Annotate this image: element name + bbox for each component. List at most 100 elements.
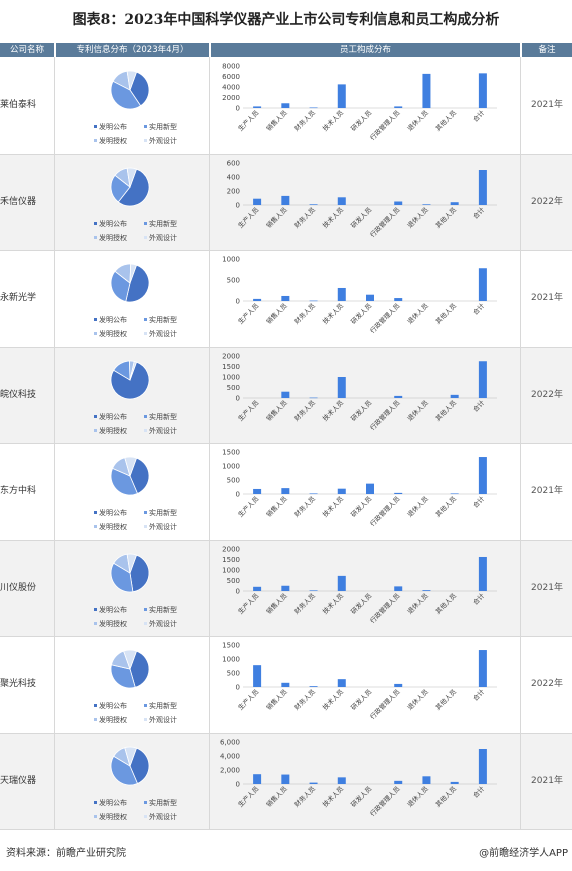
legend-label: 发明公布 (99, 219, 127, 228)
table-row: 聚光科技 发明公布 实用新型 发明授权 外观设计 1500 1000 500 0 生产人员 销售人员… (0, 637, 572, 732)
x-tick-label: 销售人员 (264, 494, 289, 519)
row-note: 2021年 (531, 582, 563, 593)
x-tick-label: 研发人员 (349, 397, 374, 422)
legend-label: 外观设计 (149, 426, 177, 435)
bar (478, 748, 487, 784)
bar (422, 73, 431, 109)
company-name: 聚光科技 (0, 679, 37, 689)
x-tick-label: 退休人员 (405, 397, 430, 422)
legend-swatch (94, 800, 97, 804)
pie-slice-4 (124, 456, 138, 478)
pie-slice-4 (129, 360, 138, 380)
bar (281, 295, 290, 301)
legend-swatch (94, 814, 97, 818)
bar (281, 682, 290, 687)
x-tick-label: 技术人员 (320, 108, 345, 133)
legend-label: 发明公布 (99, 701, 127, 710)
bar (253, 298, 262, 301)
row-divider (0, 346, 572, 348)
y-tick-label: 1000 (222, 256, 240, 264)
x-tick-label: 合计 (471, 108, 487, 124)
y-tick-label: 200 (227, 187, 240, 195)
bar (394, 106, 403, 108)
table-row: 川仪股份 发明公布 实用新型 发明授权 外观设计 2000 1500 1000 500 0 生产人员… (0, 540, 572, 636)
x-tick-label: 研发人员 (349, 301, 374, 326)
y-tick-label: 500 (227, 477, 240, 485)
x-tick-label: 销售人员 (264, 590, 289, 615)
bar (281, 774, 290, 784)
legend-label: 实用新型 (149, 605, 177, 614)
x-tick-label: 研发人员 (349, 494, 374, 519)
company-name: 禾信仪器 (0, 196, 37, 207)
bar (337, 84, 346, 109)
legend-swatch (94, 318, 97, 321)
legend-swatch (94, 428, 97, 432)
header-note: 备注 (538, 45, 556, 55)
y-tick-label: 1500 (222, 449, 240, 457)
x-tick-label: 研发人员 (349, 590, 374, 615)
bar (309, 589, 318, 591)
bar (394, 683, 403, 687)
y-tick-label: 0 (236, 587, 240, 595)
row-divider (0, 732, 572, 734)
bar (309, 493, 318, 495)
row-divider (0, 539, 572, 541)
y-tick-label: 2000 (222, 352, 240, 360)
row-divider (0, 153, 572, 155)
staff-bar-cell: 8000 6000 4000 2000 0 生产人员 销售人员 财务人员 技术人员 研发人员 行政管… (211, 58, 520, 153)
legend-label: 发明授权 (99, 619, 127, 628)
brand-text: @前瞻经济学人APP (479, 848, 568, 859)
staff-bar-cell: 2000 1500 1000 500 0 生产人员 销售人员 财务人员 技术人员 研发人员 行政管理… (211, 348, 520, 443)
bar (450, 201, 459, 205)
x-tick-label: 合计 (471, 590, 487, 606)
x-tick-label: 合计 (471, 397, 487, 413)
row-divider (0, 636, 572, 637)
x-tick-label: 行政管理人员 (368, 590, 402, 624)
legend-swatch (144, 704, 147, 707)
company-name: 川仪股份 (0, 582, 37, 593)
company-name: 永新光学 (0, 293, 37, 303)
bar (309, 686, 318, 687)
table-header: 公司名称 专利信息分布（2023年4月） 员工构成分布 备注 (0, 43, 572, 57)
legend-swatch (144, 414, 147, 418)
bar (394, 492, 403, 494)
bar (394, 395, 403, 398)
row-note: 2021年 (531, 486, 563, 496)
x-tick-label: 合计 (471, 783, 487, 799)
bar (478, 268, 487, 301)
legend-swatch (144, 607, 147, 611)
pie-slice-1 (110, 361, 150, 399)
bar (366, 483, 374, 494)
y-tick-label: 1000 (222, 656, 240, 664)
bar (422, 589, 431, 591)
legend-swatch (144, 235, 147, 239)
bar (478, 457, 487, 494)
row-note: 2022年 (531, 389, 563, 400)
x-tick-label: 退休人员 (405, 301, 430, 326)
pie-slice-2 (110, 664, 136, 689)
pie-slice-1 (129, 457, 150, 494)
legend-swatch (94, 221, 97, 225)
pie-slice-1 (129, 554, 150, 592)
x-tick-label: 合计 (471, 494, 487, 510)
x-tick-label: 研发人员 (349, 204, 374, 229)
legend-label: 发明公布 (99, 798, 127, 807)
patent-pie-cell: 发明公布 实用新型 发明授权 外观设计 (56, 541, 209, 636)
legend-swatch (144, 139, 147, 142)
pie-slice-2 (110, 562, 134, 592)
table-row: 永新光学 发明公布 实用新型 发明授权 外观设计 1000 500 0 生产人员 销售人员 财务人员… (0, 251, 572, 346)
company-name: 东方中科 (0, 486, 37, 496)
x-tick-label: 销售人员 (264, 783, 289, 808)
y-tick-label: 6000 (222, 73, 240, 81)
y-tick-label: 0 (236, 298, 240, 306)
column-divider (209, 57, 210, 829)
table-row: 禾信仪器 发明公布 实用新型 发明授权 外观设计 600 400 200 0 生产人员 销售人员 财务… (0, 154, 572, 250)
bar (394, 585, 403, 591)
x-tick-label: 其他人员 (433, 494, 458, 519)
